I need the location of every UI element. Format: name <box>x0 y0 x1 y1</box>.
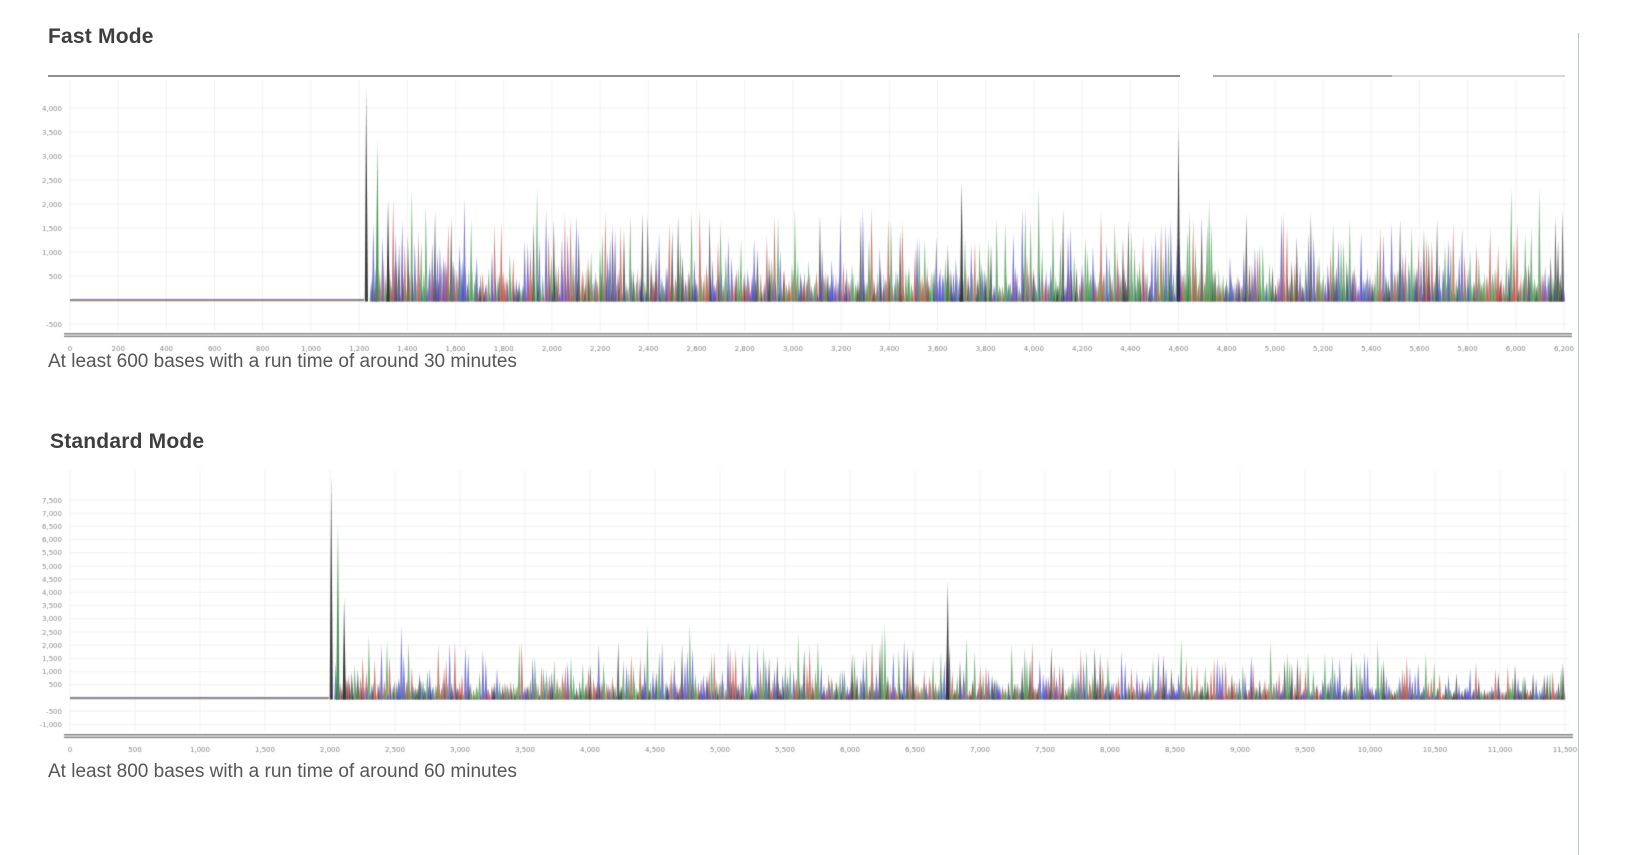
standard-mode-heading: Standard Mode <box>50 430 205 453</box>
page-edge-separator-line <box>1578 33 1579 855</box>
top-border-segment <box>1392 75 1565 77</box>
top-border-segment <box>1213 75 1392 77</box>
fast-mode-heading: Fast Mode <box>48 25 154 48</box>
fast-mode-caption: At least 600 bases with a run time of ar… <box>48 351 517 372</box>
standard-mode-caption: At least 800 bases with a run time of ar… <box>48 761 517 782</box>
top-border-segment <box>48 75 1180 77</box>
